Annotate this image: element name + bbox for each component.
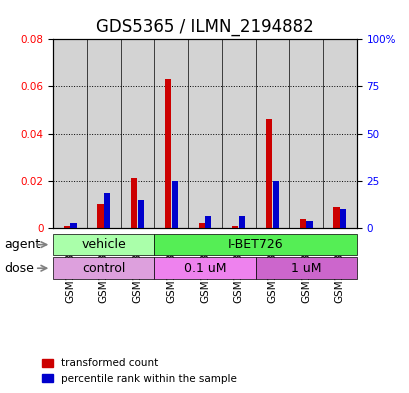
Bar <box>154 39 188 228</box>
Text: GDS5365 / ILMN_2194882: GDS5365 / ILMN_2194882 <box>96 18 313 36</box>
Text: 1 uM: 1 uM <box>290 262 321 275</box>
Bar <box>70 223 76 228</box>
Bar <box>87 39 120 228</box>
Bar <box>265 119 272 228</box>
Bar <box>63 226 70 228</box>
Bar <box>104 193 110 228</box>
Text: 0.1 uM: 0.1 uM <box>183 262 226 275</box>
Bar <box>232 226 238 228</box>
Bar <box>306 221 312 228</box>
Bar <box>339 209 346 228</box>
Text: I-BET726: I-BET726 <box>227 238 283 251</box>
Bar <box>131 178 137 228</box>
Bar <box>238 216 245 228</box>
Bar <box>188 39 221 228</box>
Bar <box>333 207 339 228</box>
Bar <box>53 39 87 228</box>
Bar <box>171 181 177 228</box>
Bar <box>289 39 322 228</box>
Bar <box>198 223 204 228</box>
Bar <box>97 204 103 228</box>
Bar <box>137 200 144 228</box>
Bar <box>255 39 289 228</box>
Bar <box>272 181 278 228</box>
Text: dose: dose <box>4 262 34 275</box>
Bar <box>205 216 211 228</box>
Bar <box>322 39 356 228</box>
Text: control: control <box>82 262 125 275</box>
Legend: transformed count, percentile rank within the sample: transformed count, percentile rank withi… <box>38 354 240 388</box>
Bar <box>299 219 305 228</box>
Bar <box>221 39 255 228</box>
Text: agent: agent <box>4 238 40 251</box>
Text: vehicle: vehicle <box>81 238 126 251</box>
Bar <box>164 79 171 228</box>
Bar <box>120 39 154 228</box>
